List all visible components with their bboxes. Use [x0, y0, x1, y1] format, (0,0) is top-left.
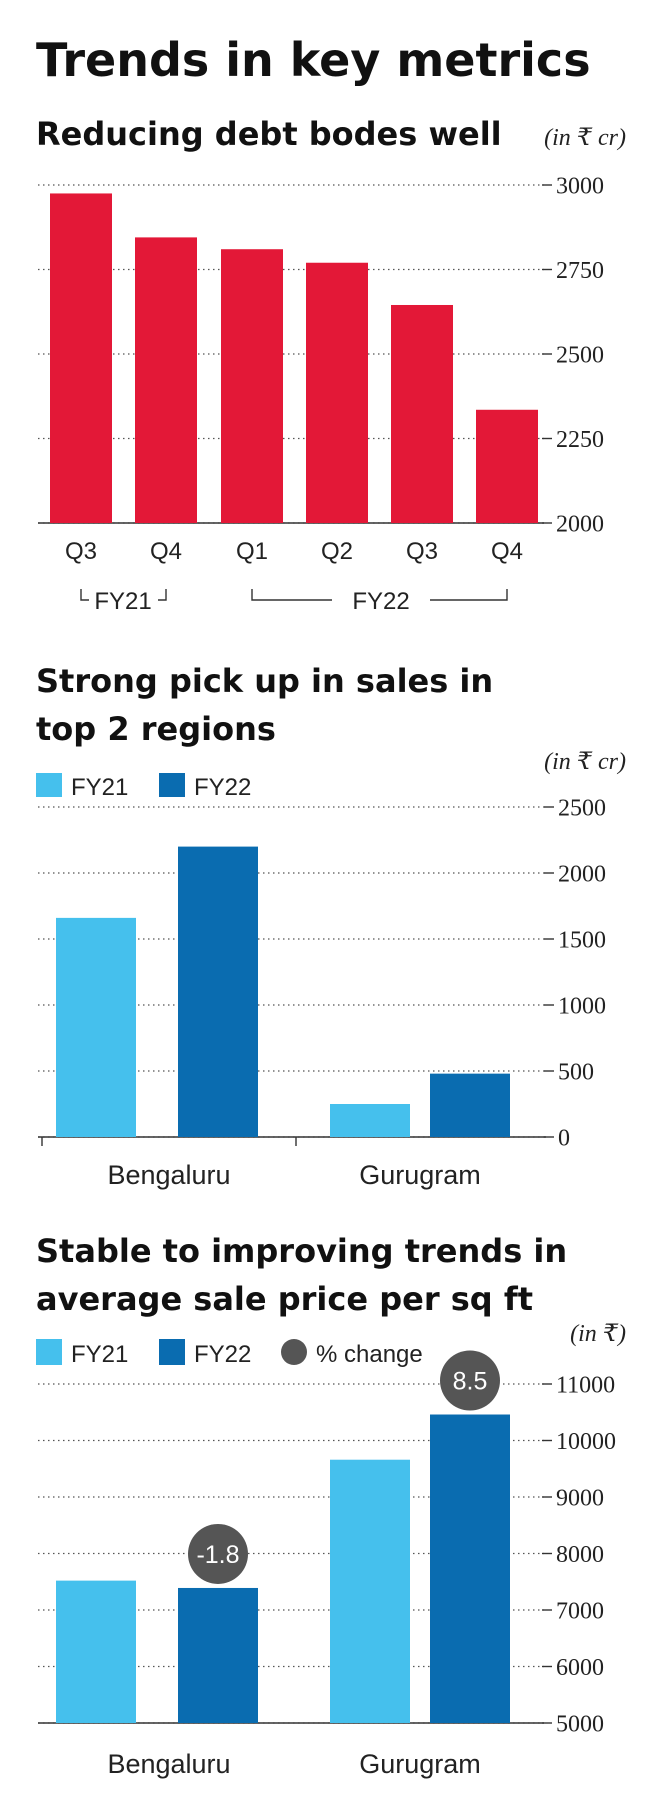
price-legend: FY21 FY22 % change	[36, 1339, 423, 1368]
sales-tick-label: 2500	[558, 796, 606, 822]
debt-category-label: Q3	[65, 538, 97, 565]
price-change-label: -1.8	[196, 1541, 239, 1569]
price-tick-label: 8000	[556, 1542, 604, 1568]
debt-bar	[306, 262, 368, 523]
sales-legend-swatch	[159, 773, 185, 797]
debt-bar	[476, 409, 538, 523]
price-change-label: 8.5	[453, 1368, 488, 1396]
debt-category-label: Q3	[406, 538, 438, 565]
price-legend-swatch	[159, 1339, 185, 1365]
price-legend-dot	[281, 1339, 307, 1365]
price-legend-change-label: % change	[316, 1341, 423, 1368]
sales-bar	[178, 846, 258, 1137]
sales-legend: FY21 FY22	[36, 773, 251, 801]
debt-tick-label: 2250	[556, 427, 604, 453]
debt-category-label: Q2	[321, 538, 353, 565]
fy22-bracket-left	[251, 589, 332, 601]
debt-tick-label: 2000	[556, 512, 604, 538]
debt-chart-title: Reducing debt bodes well	[36, 115, 502, 153]
sales-chart: Strong pick up in sales in top 2 regions…	[36, 662, 626, 1190]
sales-bar	[430, 1073, 510, 1137]
sales-bar	[330, 1104, 410, 1137]
sales-chart-title-line1: Strong pick up in sales in	[36, 662, 493, 700]
price-bar	[430, 1414, 510, 1723]
sales-tick-label: 1000	[558, 994, 606, 1020]
sales-category-label: Gurugram	[359, 1160, 481, 1190]
price-tick-label: 7000	[556, 1599, 604, 1625]
sales-tick-label: 1500	[558, 928, 606, 954]
price-chart: Stable to improving trends in average sa…	[36, 1232, 626, 1779]
fy22-bracket: FY22	[251, 588, 508, 615]
sales-legend-label: FY22	[194, 774, 251, 801]
debt-chart: Reducing debt bodes well (in ₹ cr) 2000 2…	[36, 115, 626, 615]
debt-category-label: Q4	[491, 538, 523, 565]
debt-bar	[221, 249, 283, 523]
debt-tick-label: 2750	[556, 258, 604, 284]
sales-chart-title-line2: top 2 regions	[36, 710, 276, 748]
fy22-group-label: FY22	[352, 588, 409, 615]
sales-chart-unit: (in ₹ cr)	[544, 749, 626, 775]
debt-tick-label: 3000	[556, 174, 604, 200]
price-tick-label: 11000	[556, 1373, 615, 1399]
price-category-label: Bengaluru	[107, 1749, 230, 1779]
debt-bar	[135, 237, 197, 523]
debt-category-label: Q1	[236, 538, 268, 565]
fy21-bracket-left	[80, 589, 89, 601]
price-tick-label: 5000	[556, 1712, 604, 1738]
sales-tick-label: 2000	[558, 862, 606, 888]
price-chart-title-line2: average sale price per sq ft	[36, 1280, 533, 1318]
page-title: Trends in key metrics	[36, 33, 591, 87]
price-change-badge	[188, 1523, 248, 1584]
sales-tick-label: 0	[558, 1126, 570, 1152]
price-bar	[178, 1587, 258, 1723]
sales-category-label: Bengaluru	[107, 1160, 230, 1190]
debt-bar	[391, 304, 453, 523]
debt-bar	[50, 193, 112, 523]
debt-chart-unit: (in ₹ cr)	[544, 125, 626, 151]
sales-legend-label: FY21	[71, 774, 128, 801]
price-chart-unit: (in ₹)	[570, 1321, 626, 1347]
fy21-bracket: FY21	[80, 588, 167, 615]
price-tick-label: 9000	[556, 1486, 604, 1512]
fy21-bracket-right	[158, 589, 167, 601]
sales-legend-swatch	[36, 773, 62, 797]
sales-tick-label: 500	[558, 1060, 594, 1086]
price-legend-swatch	[36, 1339, 62, 1365]
price-legend-label: FY22	[194, 1341, 251, 1368]
debt-tick-label: 2500	[556, 343, 604, 369]
debt-category-label: Q4	[150, 538, 182, 565]
sales-bar	[56, 917, 136, 1137]
price-bar	[56, 1580, 136, 1723]
price-change-badge	[440, 1350, 500, 1411]
price-tick-label: 6000	[556, 1655, 604, 1681]
fy22-bracket-right	[430, 589, 508, 601]
price-category-label: Gurugram	[359, 1749, 481, 1779]
fy21-group-label: FY21	[94, 588, 151, 615]
price-tick-label: 10000	[556, 1429, 616, 1455]
price-bar	[330, 1459, 410, 1723]
price-legend-label: FY21	[71, 1341, 128, 1368]
price-chart-title-line1: Stable to improving trends in	[36, 1232, 567, 1270]
